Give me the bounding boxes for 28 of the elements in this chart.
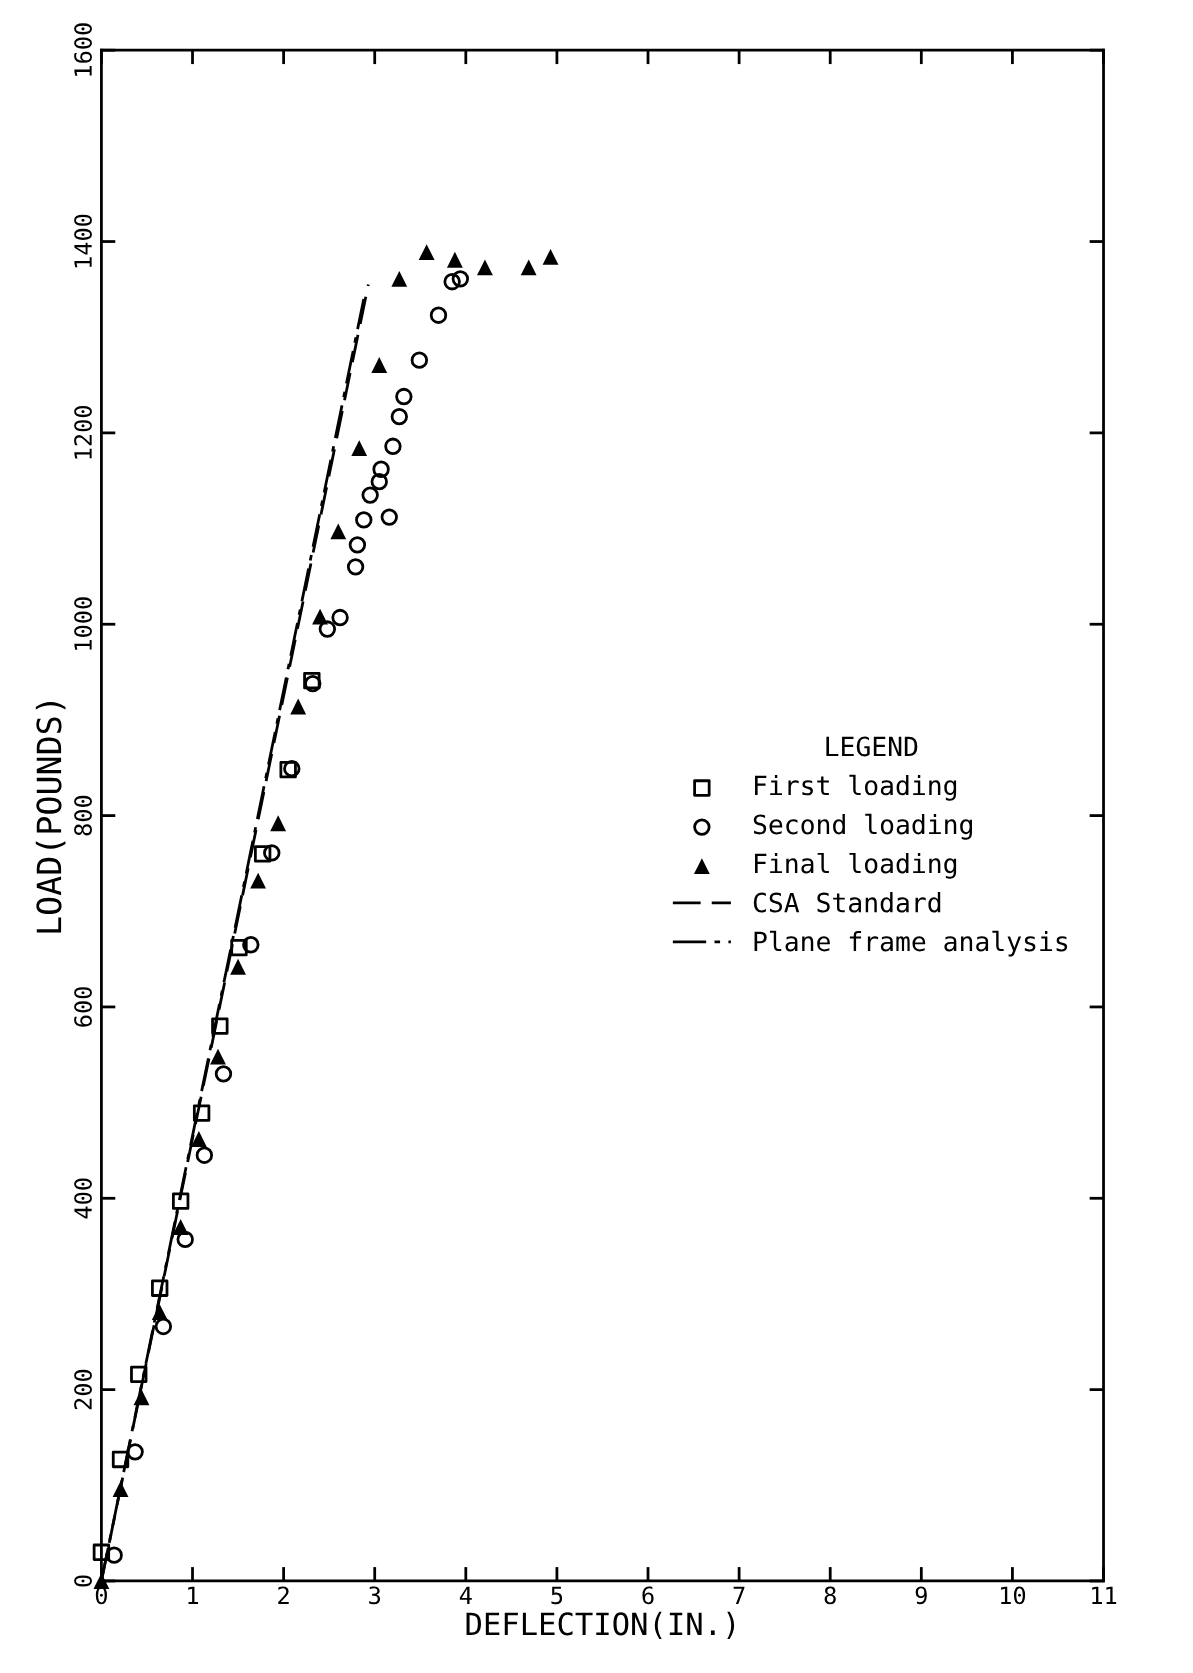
x-axis-title: DEFLECTION(IN.) <box>466 1611 735 1640</box>
x-tick-label: 8 <box>824 1586 836 1605</box>
y-tick-label: 800 <box>74 795 92 836</box>
y-tick-label: 1400 <box>74 214 92 268</box>
x-tick-label: 4 <box>459 1586 472 1604</box>
x-tick-label: 2 <box>278 1586 289 1604</box>
y-tick-label: 1000 <box>74 597 92 650</box>
x-tick-label: 10 <box>1001 1586 1026 1605</box>
y-tick-label: 1600 <box>74 23 92 76</box>
y-tick-label: 600 <box>74 987 92 1027</box>
x-tick-label: 5 <box>551 1586 563 1605</box>
legend-title: LEGEND <box>826 736 918 757</box>
x-tick-label: 1 <box>188 1586 199 1604</box>
legend-label: CSA Standard <box>753 892 941 913</box>
y-tick-label: 200 <box>74 1369 92 1410</box>
y-tick-label: 1200 <box>74 405 92 459</box>
y-axis-title: LOAD(POUNDS) <box>35 702 66 933</box>
x-tick-label: 9 <box>915 1586 927 1605</box>
x-tick-label: 6 <box>642 1586 654 1605</box>
y-tick-label: 0 <box>74 1575 92 1587</box>
legend-label: Second loading <box>753 813 972 840</box>
legend-label: First loading <box>755 774 957 801</box>
legend-label: Final loading <box>755 852 957 879</box>
y-tick-label: 400 <box>74 1178 92 1219</box>
legend-label: Plane frame analysis <box>754 930 1068 957</box>
x-tick-label: 11 <box>1092 1586 1117 1604</box>
x-tick-label: 3 <box>369 1586 381 1605</box>
x-tick-label: 7 <box>733 1586 745 1604</box>
